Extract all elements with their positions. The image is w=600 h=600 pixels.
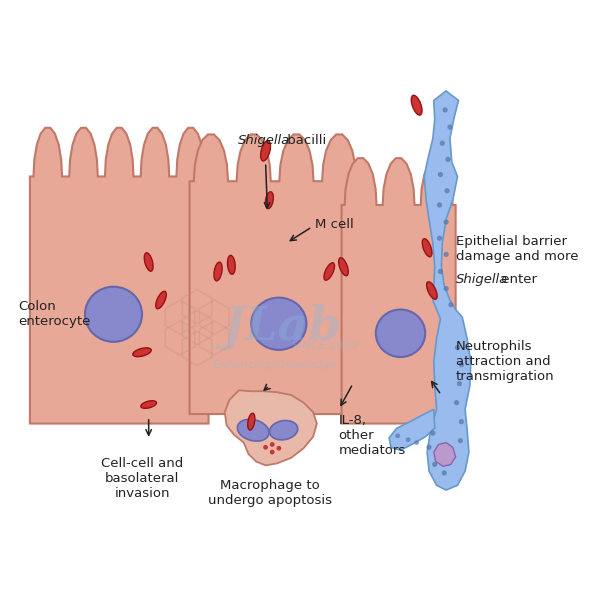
Ellipse shape xyxy=(414,440,419,445)
Ellipse shape xyxy=(445,461,451,466)
Text: Epithelial barrier
damage and more: Epithelial barrier damage and more xyxy=(455,235,578,278)
Ellipse shape xyxy=(248,413,255,430)
Ellipse shape xyxy=(437,236,442,241)
Ellipse shape xyxy=(277,446,281,451)
Text: Macrophage to
undergo apoptosis: Macrophage to undergo apoptosis xyxy=(208,479,332,506)
Ellipse shape xyxy=(458,438,463,443)
Ellipse shape xyxy=(270,442,275,447)
Polygon shape xyxy=(190,134,361,414)
Text: enter: enter xyxy=(497,272,538,286)
Ellipse shape xyxy=(454,400,459,405)
Ellipse shape xyxy=(338,258,349,276)
Text: SINCE 1980: SINCE 1980 xyxy=(292,341,357,350)
Text: Colon
enterocyte: Colon enterocyte xyxy=(19,300,91,328)
Ellipse shape xyxy=(156,291,166,309)
Ellipse shape xyxy=(448,124,452,130)
Ellipse shape xyxy=(442,470,447,476)
Text: JLab: JLab xyxy=(222,304,341,350)
Ellipse shape xyxy=(443,220,449,224)
Ellipse shape xyxy=(438,172,443,177)
Ellipse shape xyxy=(376,310,425,357)
Ellipse shape xyxy=(443,286,449,291)
Polygon shape xyxy=(434,443,455,466)
Ellipse shape xyxy=(432,462,437,467)
Ellipse shape xyxy=(269,421,298,440)
Polygon shape xyxy=(341,158,455,424)
Polygon shape xyxy=(30,128,209,424)
Ellipse shape xyxy=(445,188,449,193)
Ellipse shape xyxy=(455,345,460,350)
Text: IL-8,
other
mediators: IL-8, other mediators xyxy=(339,414,406,457)
Ellipse shape xyxy=(411,95,422,115)
Ellipse shape xyxy=(457,381,462,386)
Ellipse shape xyxy=(427,445,431,450)
Ellipse shape xyxy=(427,282,437,299)
Ellipse shape xyxy=(406,437,410,442)
Ellipse shape xyxy=(438,269,443,274)
Ellipse shape xyxy=(459,419,464,424)
Ellipse shape xyxy=(430,430,436,436)
Ellipse shape xyxy=(263,445,268,449)
Ellipse shape xyxy=(459,362,464,367)
Ellipse shape xyxy=(133,348,151,356)
Ellipse shape xyxy=(251,298,307,350)
Ellipse shape xyxy=(437,202,442,208)
Ellipse shape xyxy=(448,302,454,307)
Ellipse shape xyxy=(422,239,432,257)
Ellipse shape xyxy=(238,419,269,441)
Ellipse shape xyxy=(141,401,157,409)
Ellipse shape xyxy=(227,256,235,274)
Ellipse shape xyxy=(438,446,443,451)
Ellipse shape xyxy=(395,434,400,438)
Ellipse shape xyxy=(443,107,448,113)
Text: Neutrophils
attraction and
transmigration: Neutrophils attraction and transmigratio… xyxy=(455,340,554,383)
Text: Cell-cell and
basolateral
invasion: Cell-cell and basolateral invasion xyxy=(101,457,183,500)
Text: bacilli: bacilli xyxy=(283,134,326,147)
Ellipse shape xyxy=(144,253,153,271)
Ellipse shape xyxy=(445,157,451,162)
Ellipse shape xyxy=(265,192,274,209)
Ellipse shape xyxy=(85,287,142,342)
Ellipse shape xyxy=(324,263,335,280)
Text: M cell: M cell xyxy=(315,218,354,232)
Text: Shigella: Shigella xyxy=(455,272,508,286)
Ellipse shape xyxy=(443,252,449,257)
Ellipse shape xyxy=(440,140,445,146)
Ellipse shape xyxy=(260,140,271,161)
Polygon shape xyxy=(424,91,471,490)
Polygon shape xyxy=(389,409,435,450)
Polygon shape xyxy=(225,390,317,466)
Ellipse shape xyxy=(214,262,222,281)
Text: Enhancing Knowledge ...: Enhancing Knowledge ... xyxy=(213,359,350,370)
Ellipse shape xyxy=(450,455,455,460)
Text: Shigella: Shigella xyxy=(238,134,290,147)
Ellipse shape xyxy=(270,449,275,454)
